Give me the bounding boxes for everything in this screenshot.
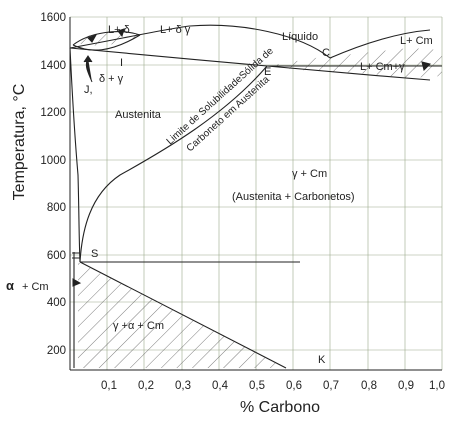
label-alpha: α — [6, 278, 14, 293]
point-C: C — [322, 47, 330, 59]
x-tick-0.9: 0,9 — [398, 380, 414, 392]
x-tick-0.7: 0,7 — [323, 380, 339, 392]
label-solubility-1: Limite de SolubilidadeSólida de — [165, 45, 276, 147]
label-gamma-alpha-cm: γ +α + Cm — [113, 320, 164, 332]
y-tick-1400: 1400 — [40, 60, 66, 72]
phase-boundaries — [69, 24, 442, 369]
label-gamma-carbides: (Austenita + Carbonetos) — [232, 191, 355, 203]
x-tick-0.6: 0,6 — [286, 380, 302, 392]
x-tick-1.0: 1,0 — [429, 380, 445, 392]
point-E: E — [264, 66, 271, 78]
s-markers — [72, 252, 80, 259]
x-tick-0.1: 0,1 — [101, 380, 117, 392]
point-labels: C E S K I J, — [84, 47, 330, 366]
x-axis-title: % Carbono — [240, 399, 320, 416]
acm-line — [79, 65, 268, 263]
liquidus-cm-line — [329, 29, 431, 59]
label-liquid-delta: L+ δ — [108, 24, 130, 36]
arrow-cm-gamma-icon — [421, 61, 431, 71]
y-tick-1200: 1200 — [40, 107, 66, 119]
label-gamma-cm: γ + Cm — [292, 168, 327, 180]
arrows — [72, 28, 431, 287]
y-tick-800: 800 — [47, 202, 66, 214]
grid — [70, 16, 443, 370]
x-tick-0.5: 0,5 — [249, 380, 265, 392]
x-tick-0.4: 0,4 — [212, 380, 229, 392]
x-ticks: 0,1 0,2 0,3 0,4 0,5 0,6 0,7 0,8 0,9 1,0 — [101, 380, 445, 392]
y-tick-1000: 1000 — [40, 155, 66, 167]
x-tick-0.2: 0,2 — [138, 380, 154, 392]
y-tick-400: 400 — [47, 297, 66, 309]
axes — [69, 17, 442, 371]
label-liquid-delta-gamma: L+ δ γ — [160, 24, 191, 36]
alpha-boundary — [79, 261, 287, 369]
point-K: K — [318, 354, 326, 366]
point-J: J, — [84, 84, 93, 96]
a3-line — [69, 47, 81, 263]
label-liquid: Líquido — [282, 31, 318, 43]
label-austenite: Austenita — [115, 109, 162, 121]
x-tick-0.8: 0,8 — [361, 380, 377, 392]
y-tick-600: 600 — [47, 250, 66, 262]
label-liquid-cm-gamma: L+ Cm+γ — [360, 61, 405, 73]
x-tick-0.3: 0,3 — [175, 380, 191, 392]
y-ticks: 1600 1400 1200 1000 800 600 400 200 — [40, 12, 66, 357]
label-alpha-cm-suffix: + Cm — [22, 281, 49, 293]
arrow-delta-gamma-head — [83, 55, 93, 63]
label-delta-gamma: δ + γ — [99, 73, 124, 85]
delta-upper-line — [72, 31, 141, 46]
point-S: S — [91, 248, 98, 260]
delta-lower-line — [72, 34, 141, 51]
y-tick-1600: 1600 — [40, 12, 66, 24]
arrow-delta-icon — [87, 34, 98, 43]
point-I: I — [120, 57, 123, 69]
liquid-cm-gamma-region — [267, 48, 442, 78]
liquidus-line — [69, 24, 331, 59]
arrow-alpha-cm-icon — [72, 278, 82, 287]
y-tick-200: 200 — [47, 345, 66, 357]
arrow-liquid-delta-icon — [117, 28, 125, 38]
label-liquid-cm: L+ Cm — [400, 35, 433, 47]
y-axis-title: Temperatura, °C — [11, 84, 28, 201]
